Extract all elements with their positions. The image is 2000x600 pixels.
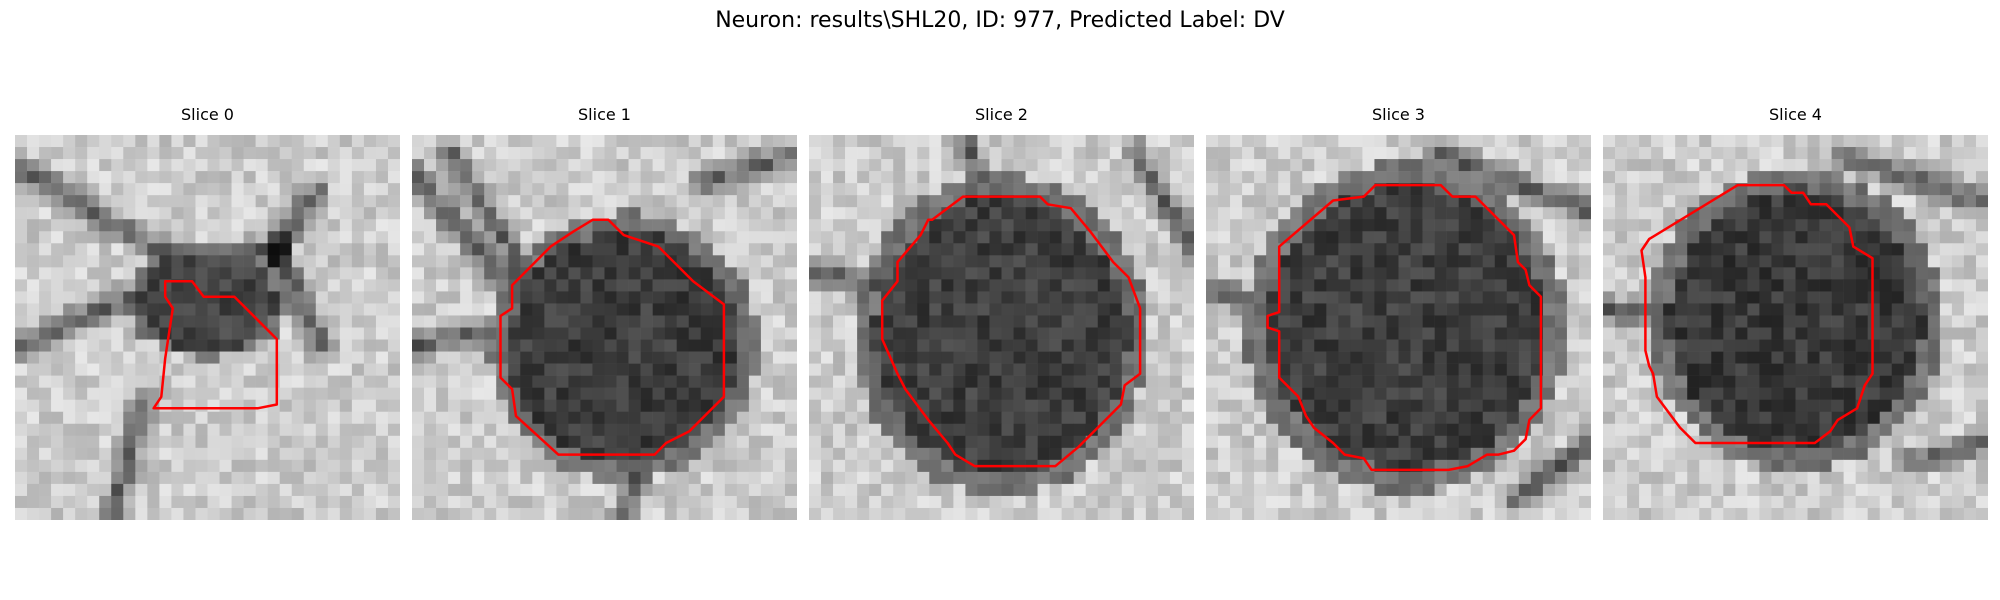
slice-image-2	[809, 135, 1194, 520]
segmentation-contour	[1266, 183, 1543, 472]
slice-title: Slice 0	[181, 105, 234, 124]
slice-image-3	[1206, 135, 1591, 520]
slice-title: Slice 3	[1372, 105, 1425, 124]
segmentation-contour	[880, 195, 1142, 468]
slice-image-4	[1603, 135, 1988, 520]
slice-image-0	[15, 135, 400, 520]
figure-title: Neuron: results\SHL20, ID: 977, Predicte…	[715, 8, 1285, 33]
segmentation-contour	[499, 218, 726, 456]
slice-image-1	[412, 135, 797, 520]
segmentation-contour	[152, 280, 279, 410]
slice-title: Slice 4	[1769, 105, 1822, 124]
slice-title: Slice 2	[975, 105, 1028, 124]
segmentation-contour	[1640, 183, 1874, 445]
slice-title: Slice 1	[578, 105, 631, 124]
